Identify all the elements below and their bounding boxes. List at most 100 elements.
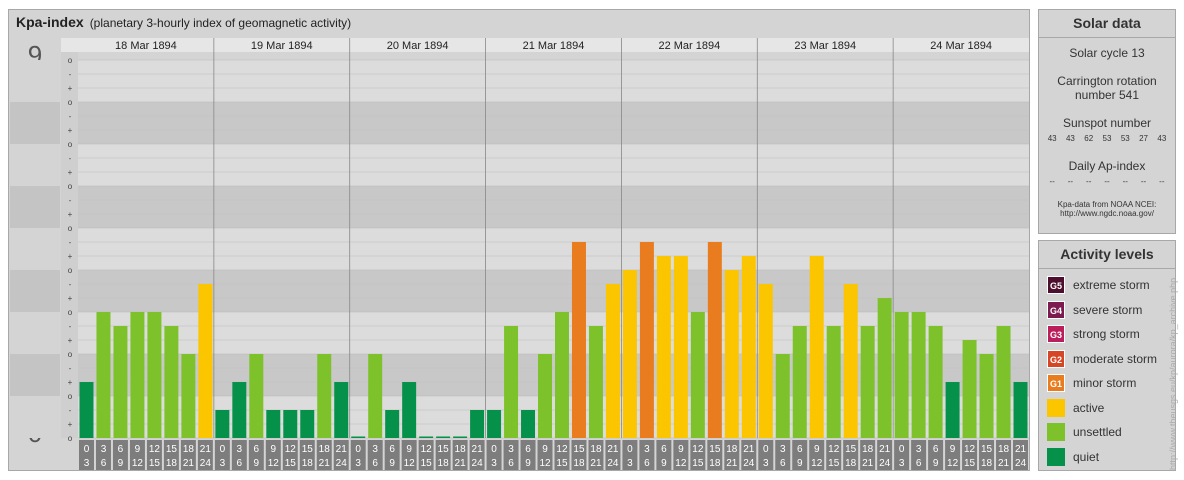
hour-label-end: 9 — [118, 458, 124, 469]
hour-cell — [877, 440, 893, 470]
kp-bar — [283, 409, 298, 438]
hour-label-start: 0 — [899, 444, 905, 455]
hour-cell — [503, 440, 519, 470]
activity-label: extreme storm — [1073, 278, 1150, 293]
hour-label-end: 3 — [84, 458, 90, 469]
hour-label-start: 12 — [828, 444, 840, 455]
kp-bar — [215, 409, 230, 438]
kp-bar — [198, 283, 213, 438]
level-band — [78, 186, 1029, 228]
hour-cell — [928, 440, 944, 470]
kp-bar — [96, 312, 111, 438]
hour-cell — [894, 440, 910, 470]
hour-label-start: 12 — [556, 444, 568, 455]
kp-bar — [724, 270, 739, 438]
day-label: 23 Mar 1894 — [794, 40, 856, 52]
sunspot-value: 43 — [1157, 134, 1167, 143]
kp-bar — [555, 312, 569, 438]
kp-bar — [673, 256, 688, 438]
subtick-mark: o — [68, 56, 73, 65]
ap-values: -- -- -- -- -- -- -- — [1039, 177, 1175, 186]
hour-label-end: 3 — [627, 458, 633, 469]
hour-label-start: 9 — [678, 444, 684, 455]
hour-label-start: 9 — [950, 444, 956, 455]
hour-label-end: 12 — [404, 458, 416, 469]
hour-label-end: 15 — [149, 458, 161, 469]
hour-label-start: 15 — [709, 444, 721, 455]
hour-label-start: 3 — [101, 444, 107, 455]
hour-label-end: 18 — [302, 458, 314, 469]
hour-cell — [265, 440, 281, 470]
hour-label-start: 15 — [438, 444, 450, 455]
hour-label-end: 15 — [692, 458, 704, 469]
hour-cell — [979, 440, 995, 470]
subtick-mark: o — [68, 434, 73, 443]
hour-label-start: 18 — [862, 444, 874, 455]
hour-label-end: 3 — [899, 458, 905, 469]
hour-cell — [588, 440, 604, 470]
hour-label-end: 18 — [438, 458, 450, 469]
hour-label-end: 9 — [254, 458, 260, 469]
sunspot-value: 53 — [1120, 134, 1130, 143]
kp-bar — [911, 312, 926, 438]
hour-label-start: 0 — [491, 444, 497, 455]
ylabel-band — [10, 354, 60, 396]
ylabel-band — [10, 102, 60, 144]
day-label: 21 Mar 1894 — [523, 40, 585, 52]
hour-cell — [758, 440, 774, 470]
level-band — [78, 228, 1029, 270]
kp-bar — [317, 354, 332, 438]
kp-bar — [470, 409, 485, 438]
hour-label-start: 12 — [285, 444, 297, 455]
hour-label-end: 6 — [916, 458, 922, 469]
hour-label-end: 21 — [726, 458, 738, 469]
activity-label: severe storm — [1073, 302, 1143, 317]
hour-cell — [163, 440, 179, 470]
activity-level-item: active — [1039, 396, 1175, 421]
hour-label-start: 18 — [998, 444, 1010, 455]
hour-label-start: 15 — [573, 444, 585, 455]
hour-cell — [248, 440, 264, 470]
kp-bar — [588, 325, 603, 438]
subtick-mark: + — [68, 252, 73, 261]
kp-bar — [266, 409, 281, 438]
activity-label: active — [1073, 400, 1105, 415]
activity-label: moderate storm — [1073, 351, 1158, 366]
day-label: 22 Mar 1894 — [658, 40, 720, 52]
hour-label-end: 21 — [319, 458, 331, 469]
hour-label-start: 3 — [237, 444, 243, 455]
hour-label-start: 12 — [964, 444, 976, 455]
kp-bar — [860, 325, 875, 438]
subtick-mark: + — [68, 378, 73, 387]
subtick-mark: + — [68, 294, 73, 303]
hour-label-end: 24 — [472, 458, 484, 469]
hour-label-start: 9 — [814, 444, 820, 455]
kp-bar — [453, 436, 468, 438]
hour-label-start: 6 — [389, 444, 395, 455]
kp-bar — [249, 354, 264, 438]
kp-bar — [843, 283, 858, 438]
hour-cell — [724, 440, 740, 470]
hour-cell — [826, 440, 842, 470]
hour-label-start: 9 — [271, 444, 277, 455]
hour-cell — [367, 440, 383, 470]
activity-swatch — [1047, 447, 1065, 466]
subtick-mark: + — [68, 126, 73, 135]
hour-label-end: 15 — [285, 458, 297, 469]
subtick-mark: - — [69, 238, 72, 247]
chart-title: Kpa-index (planetary 3-hourly index of ge… — [16, 14, 352, 30]
ap-value: -- — [1159, 177, 1165, 186]
kp-bar — [181, 354, 196, 438]
subtick-mark: - — [69, 154, 72, 163]
hour-label-start: 18 — [319, 444, 331, 455]
activity-swatch: G2 — [1047, 349, 1065, 368]
activity-levels-list: G5 extreme storm G4 severe storm G3 strong st… — [1039, 269, 1175, 469]
hour-cell — [520, 440, 536, 470]
subtick-mark: + — [68, 84, 73, 93]
level-band — [78, 270, 1029, 312]
hour-cell — [316, 440, 332, 470]
kp-bar — [351, 436, 366, 438]
source-line-1: Kpa-data from NOAA NCEI: — [1057, 200, 1157, 209]
carrington-rotation: Carrington rotation number 541 — [1057, 74, 1157, 102]
hour-label-end: 12 — [268, 458, 280, 469]
